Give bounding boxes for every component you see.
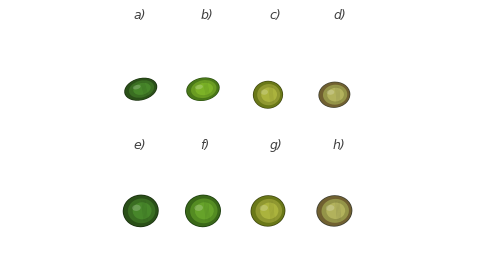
Ellipse shape [124, 78, 158, 101]
Ellipse shape [191, 80, 216, 98]
Ellipse shape [338, 86, 339, 103]
Ellipse shape [317, 196, 352, 226]
Ellipse shape [194, 205, 203, 211]
Ellipse shape [261, 87, 277, 102]
Ellipse shape [190, 198, 218, 223]
Ellipse shape [260, 205, 268, 211]
Ellipse shape [269, 85, 270, 104]
Ellipse shape [195, 85, 203, 89]
Ellipse shape [187, 78, 219, 100]
Ellipse shape [204, 81, 208, 97]
Text: g): g) [270, 139, 282, 152]
Ellipse shape [270, 85, 272, 104]
Ellipse shape [132, 205, 140, 211]
Ellipse shape [316, 195, 352, 227]
Ellipse shape [208, 200, 210, 222]
Ellipse shape [326, 203, 345, 219]
Ellipse shape [142, 200, 144, 222]
Ellipse shape [261, 90, 268, 95]
Ellipse shape [254, 81, 282, 108]
Ellipse shape [143, 82, 147, 96]
Ellipse shape [129, 80, 154, 98]
Ellipse shape [250, 195, 286, 227]
Ellipse shape [132, 202, 152, 219]
Ellipse shape [260, 203, 278, 219]
Ellipse shape [133, 85, 140, 90]
Ellipse shape [256, 199, 282, 223]
Ellipse shape [134, 83, 150, 95]
Ellipse shape [272, 85, 274, 104]
Ellipse shape [128, 198, 156, 223]
Ellipse shape [206, 200, 208, 222]
Ellipse shape [140, 82, 144, 96]
Ellipse shape [269, 200, 271, 221]
Ellipse shape [144, 200, 146, 222]
Ellipse shape [204, 200, 206, 222]
Ellipse shape [252, 196, 284, 226]
Ellipse shape [206, 200, 208, 222]
Ellipse shape [204, 81, 206, 97]
Text: a): a) [134, 9, 146, 22]
Ellipse shape [326, 205, 334, 211]
Ellipse shape [319, 82, 350, 107]
Ellipse shape [185, 195, 221, 227]
Text: h): h) [333, 139, 345, 152]
Ellipse shape [142, 82, 146, 96]
Text: d): d) [333, 9, 345, 22]
Ellipse shape [271, 85, 272, 104]
Ellipse shape [323, 85, 347, 105]
Ellipse shape [336, 86, 338, 103]
Ellipse shape [327, 88, 344, 101]
Ellipse shape [143, 200, 145, 222]
Text: c): c) [270, 9, 281, 22]
Ellipse shape [336, 200, 338, 221]
Text: b): b) [200, 9, 213, 22]
Ellipse shape [318, 82, 350, 108]
Ellipse shape [253, 81, 283, 109]
Ellipse shape [338, 86, 340, 103]
Ellipse shape [327, 90, 334, 95]
Ellipse shape [124, 195, 158, 226]
Ellipse shape [122, 195, 158, 227]
Ellipse shape [125, 78, 156, 100]
Ellipse shape [144, 82, 148, 96]
Ellipse shape [257, 84, 280, 105]
Ellipse shape [272, 200, 274, 221]
Ellipse shape [207, 81, 210, 97]
Text: e): e) [134, 139, 146, 152]
Ellipse shape [186, 195, 220, 226]
Ellipse shape [195, 202, 214, 219]
Ellipse shape [336, 86, 337, 103]
Ellipse shape [322, 199, 349, 223]
Ellipse shape [196, 83, 213, 95]
Ellipse shape [270, 200, 272, 221]
Ellipse shape [206, 81, 208, 97]
Ellipse shape [338, 200, 340, 221]
Ellipse shape [336, 200, 338, 221]
Ellipse shape [339, 200, 341, 221]
Ellipse shape [186, 77, 220, 101]
Ellipse shape [146, 200, 148, 222]
Text: f): f) [200, 139, 209, 152]
Ellipse shape [272, 200, 274, 221]
